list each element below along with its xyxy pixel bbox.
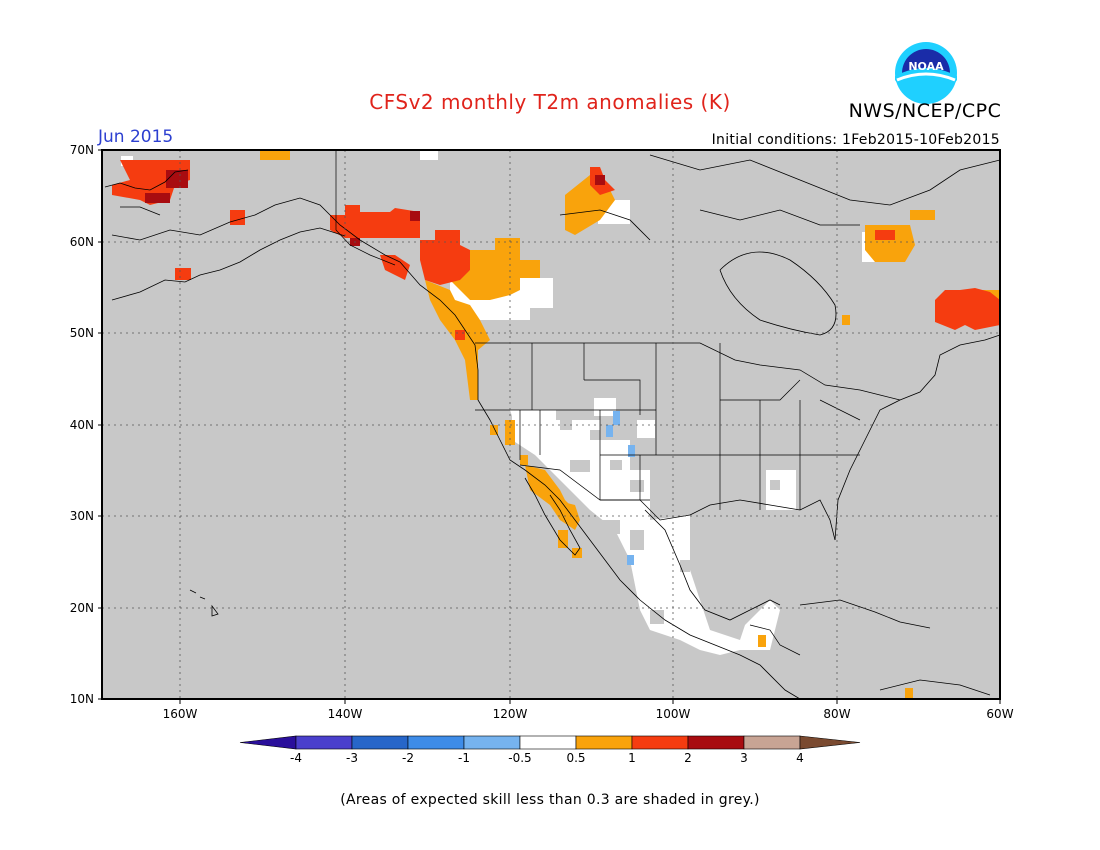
footnote: (Areas of expected skill less than 0.3 a…: [340, 792, 760, 808]
graticule: [102, 150, 1000, 699]
lon-label: 80W: [823, 707, 850, 721]
legend-swatch: [743, 735, 801, 750]
lon-label: 60W: [986, 707, 1013, 721]
legend-tick-label: -1: [458, 751, 470, 765]
legend-swatch: [295, 735, 353, 750]
lon-label: 160W: [163, 707, 198, 721]
chart-title: CFSv2 monthly T2m anomalies (K): [369, 90, 731, 114]
legend-swatch: [575, 735, 633, 750]
legend-tick-label: 0.5: [566, 751, 585, 765]
organization-label: NWS/NCEP/CPC: [848, 100, 1002, 122]
legend-swatch: [407, 735, 465, 750]
forecast-month: Jun 2015: [98, 127, 174, 147]
legend-tick-label: 2: [684, 751, 692, 765]
negative-anomaly-cells: [606, 411, 635, 565]
initial-conditions: Initial conditions: 1Feb2015-10Feb2015: [711, 132, 1000, 148]
lat-label: 10N: [70, 692, 94, 706]
legend-arrow-low: [239, 735, 297, 750]
political-borders: [335, 150, 901, 656]
legend-swatch: [631, 735, 689, 750]
legend-tick-label: 1: [628, 751, 636, 765]
lat-label: 20N: [70, 601, 94, 615]
legend-tick-label: -4: [290, 751, 302, 765]
color-legend: -4 -3 -2 -1 -0.5 0.5 1 2 3 4: [239, 735, 861, 765]
lat-label: 30N: [70, 509, 94, 523]
legend-tick-label: 3: [740, 751, 748, 765]
legend-swatch: [351, 735, 409, 750]
anomaly-1-2: [112, 160, 1000, 340]
tick-marks: [98, 149, 1001, 704]
legend-swatch: [519, 735, 577, 750]
legend-swatch: [687, 735, 745, 750]
legend-swatch: [463, 735, 521, 750]
legend-tick-label: -2: [402, 751, 414, 765]
lon-label: 120W: [493, 707, 528, 721]
lat-label: 50N: [70, 326, 94, 340]
lat-label: 70N: [70, 143, 94, 157]
legend-tick-label: -0.5: [508, 751, 531, 765]
lat-label: 60N: [70, 235, 94, 249]
lon-label: 140W: [328, 707, 363, 721]
noaa-logo: NOAA: [893, 40, 959, 106]
legend-tick-label: 4: [796, 751, 804, 765]
noaa-logo-text: NOAA: [908, 60, 944, 73]
legend-arrow-high: [799, 735, 861, 750]
lon-label: 100W: [656, 707, 691, 721]
legend-tick-label: -3: [346, 751, 358, 765]
lat-label: 40N: [70, 418, 94, 432]
